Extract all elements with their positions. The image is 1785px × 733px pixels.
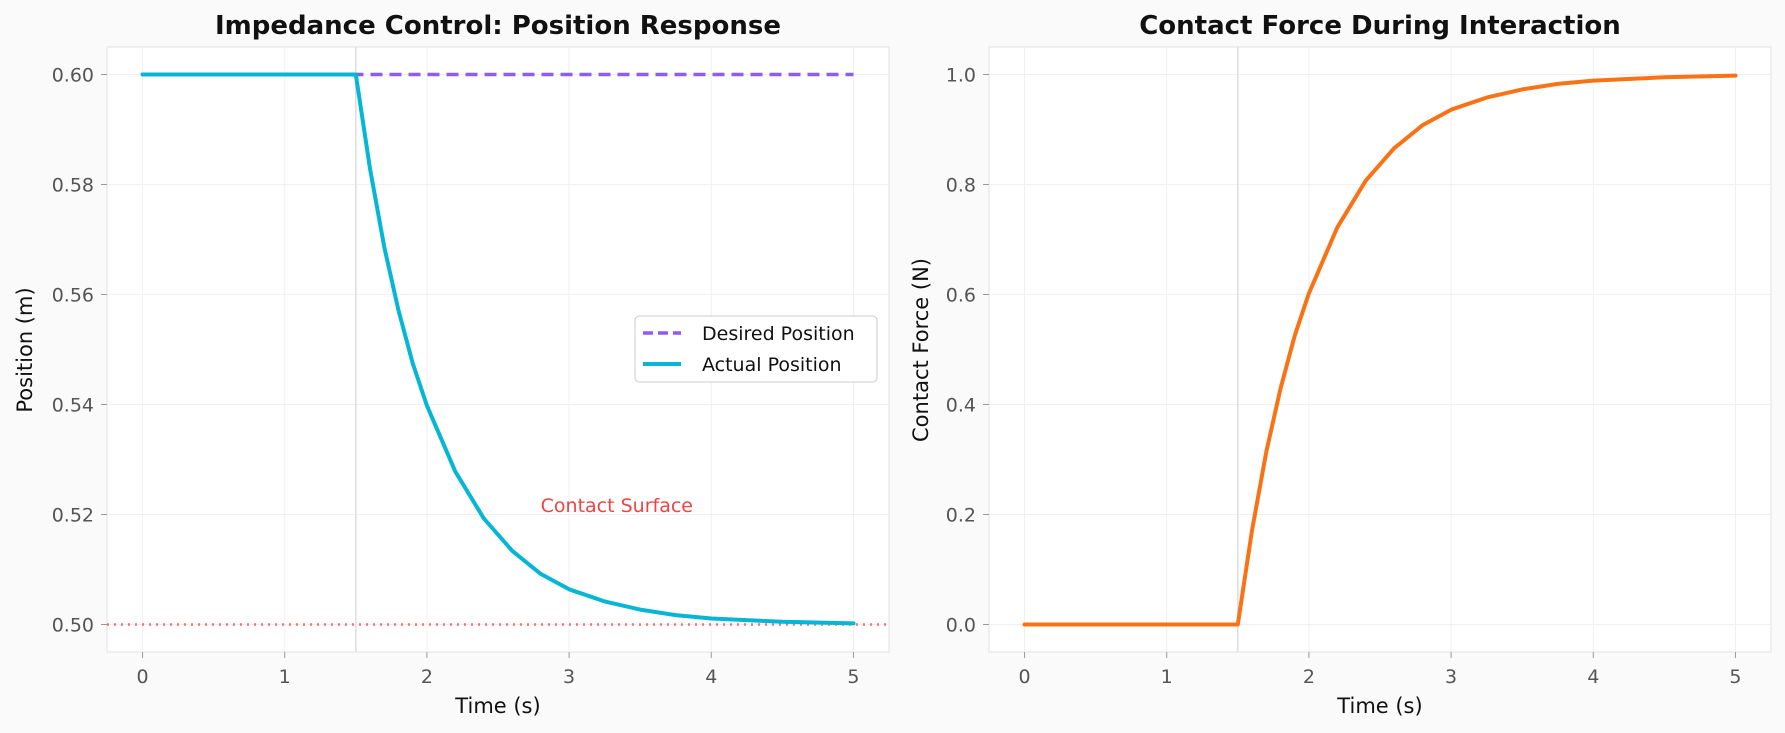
legend-label-actual: Actual Position <box>702 354 842 376</box>
x-axis-label: Time (s) <box>454 694 540 718</box>
y-tick-label: 0.4 <box>946 395 976 417</box>
legend: Desired Position Actual Position <box>634 315 878 383</box>
x-tick-label: 2 <box>421 666 433 688</box>
y-tick-label: 0.52 <box>52 505 94 527</box>
plot-area <box>988 46 1772 653</box>
y-tick-label: 0.6 <box>946 285 976 307</box>
x-tick-label: 0 <box>1018 666 1030 688</box>
y-tick-label: 0.2 <box>946 505 976 527</box>
legend-box <box>634 315 878 383</box>
contact-force-chart: 0 1 2 3 4 5 0.0 0.2 0.4 0.6 0.8 1.0 Contact Force D… <box>909 11 1772 718</box>
position-response-chart: Contact Surface 0 1 2 3 4 5 0.50 0.52 0.54 0.56 0.… <box>13 11 890 718</box>
y-tick-label: 0.0 <box>946 615 976 637</box>
chart-title: Impedance Control: Position Response <box>215 11 781 41</box>
annotation-label: Contact Surface <box>541 495 693 517</box>
y-tick-label: 0.58 <box>52 175 94 197</box>
x-tick-label: 1 <box>279 666 291 688</box>
chart-title: Contact Force During Interaction <box>1139 11 1621 41</box>
x-tick-label: 1 <box>1161 666 1173 688</box>
x-axis-label: Time (s) <box>1336 694 1422 718</box>
x-tick-label: 5 <box>847 666 859 688</box>
x-tick-label: 3 <box>1445 666 1457 688</box>
series-line-0 <box>1022 73 1738 627</box>
y-tick-label: 0.54 <box>52 395 94 417</box>
x-tick-label: 2 <box>1303 666 1315 688</box>
y-tick-label: 1.0 <box>946 65 976 87</box>
x-tick-label: 5 <box>1729 666 1741 688</box>
y-tick-label: 0.56 <box>52 285 94 307</box>
y-axis-label: Position (m) <box>13 287 37 412</box>
y-tick-label: 0.50 <box>52 615 94 637</box>
x-tick-label: 3 <box>563 666 575 688</box>
y-axis-label: Contact Force (N) <box>909 258 933 442</box>
series-line-1 <box>140 72 856 626</box>
y-tick-label: 0.60 <box>52 65 94 87</box>
x-tick-label: 0 <box>136 666 148 688</box>
x-tick-label: 4 <box>1587 666 1599 688</box>
legend-label-desired: Desired Position <box>702 323 855 345</box>
y-tick-label: 0.8 <box>946 175 976 197</box>
x-tick-label: 4 <box>705 666 717 688</box>
